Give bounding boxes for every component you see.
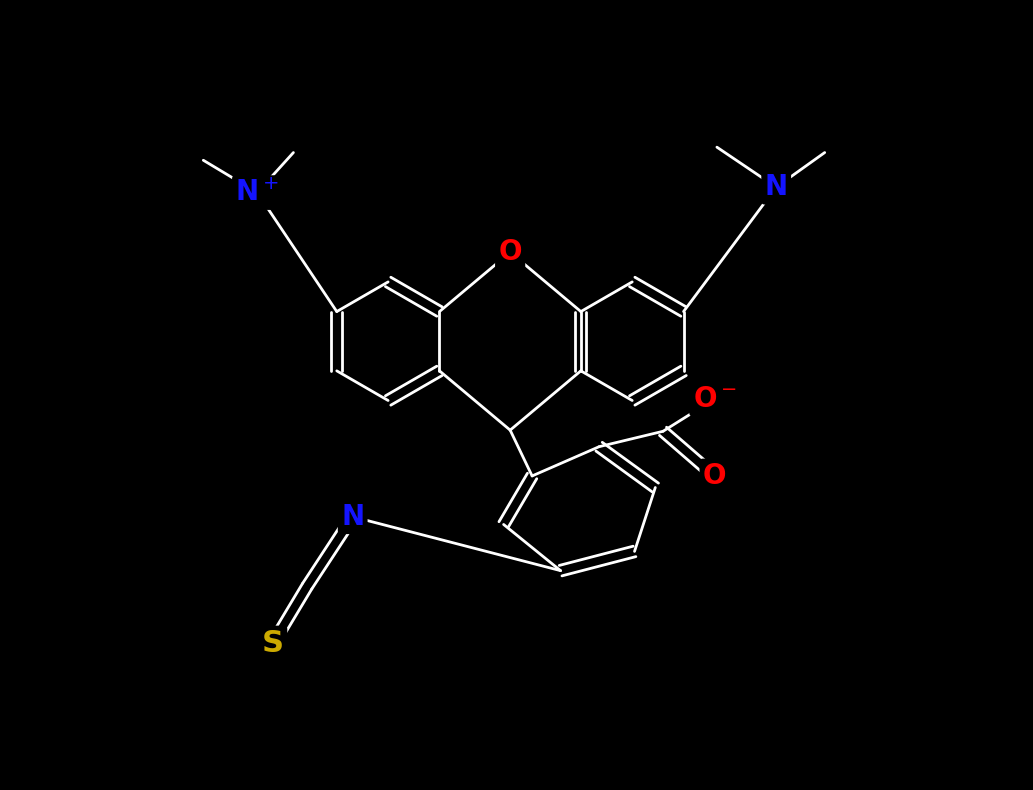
Text: N: N: [341, 502, 365, 531]
Text: N$^+$: N$^+$: [236, 179, 279, 207]
Text: O: O: [498, 239, 522, 266]
Text: S: S: [261, 630, 284, 658]
Text: N: N: [764, 173, 788, 201]
Text: O$^-$: O$^-$: [693, 385, 737, 413]
Text: O: O: [702, 462, 726, 490]
